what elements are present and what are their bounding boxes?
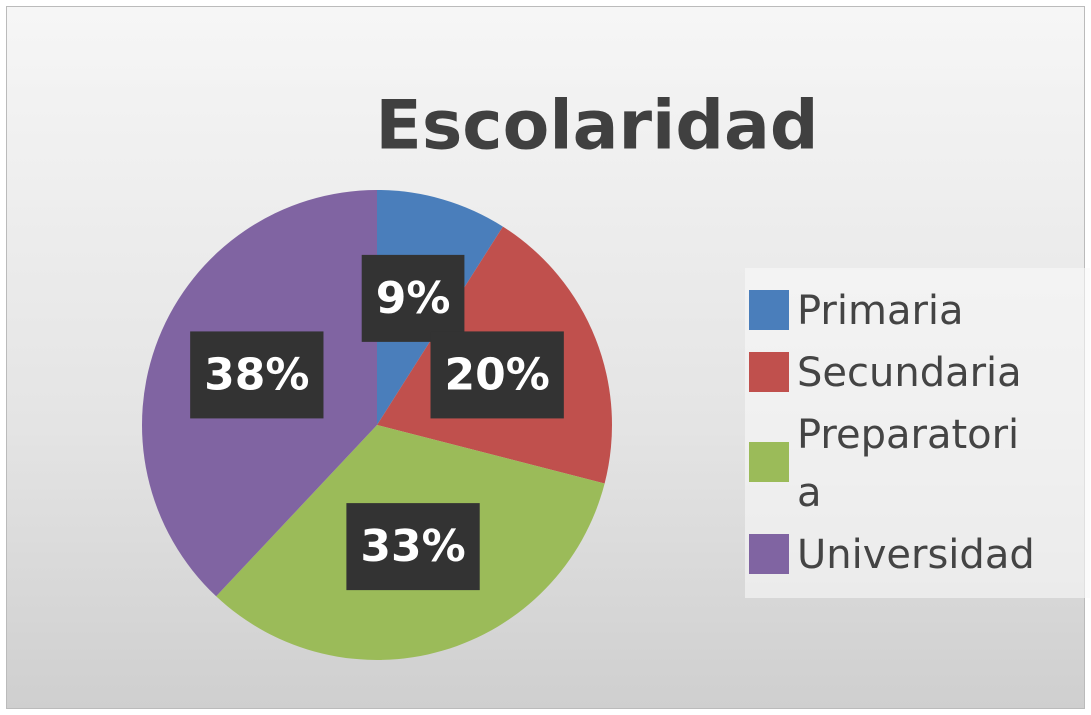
data-label-box [430,331,564,419]
legend-swatch [749,442,789,482]
data-label-text: 20% [445,349,550,400]
legend-label: Universidad [797,532,1035,578]
legend-item: Secundaria [745,344,1090,402]
legend-swatch [749,534,789,574]
legend-item: Preparatoria [745,406,1090,522]
data-label-box [361,254,465,342]
data-label-text: 9% [376,273,451,324]
chart-title: Escolaridad [375,87,818,166]
legend-label: Preparatoria [797,412,1020,516]
legend-label: Primaria [797,288,964,334]
data-label: 33% [346,503,480,591]
data-label-box [346,503,480,591]
data-label-text: 38% [204,349,309,400]
data-label: 20% [430,331,564,419]
legend-item: Primaria [745,282,1090,340]
data-label-text: 33% [360,521,465,572]
legend-swatch [749,290,789,330]
legend: Primaria Secundaria Preparatoria Universida… [745,268,1090,598]
legend-label: Secundaria [797,350,1022,396]
legend-swatch [749,352,789,392]
legend-item: Universidad [745,526,1090,584]
data-label: 38% [190,331,324,419]
data-label: 9% [361,254,465,342]
data-label-box [190,331,324,419]
